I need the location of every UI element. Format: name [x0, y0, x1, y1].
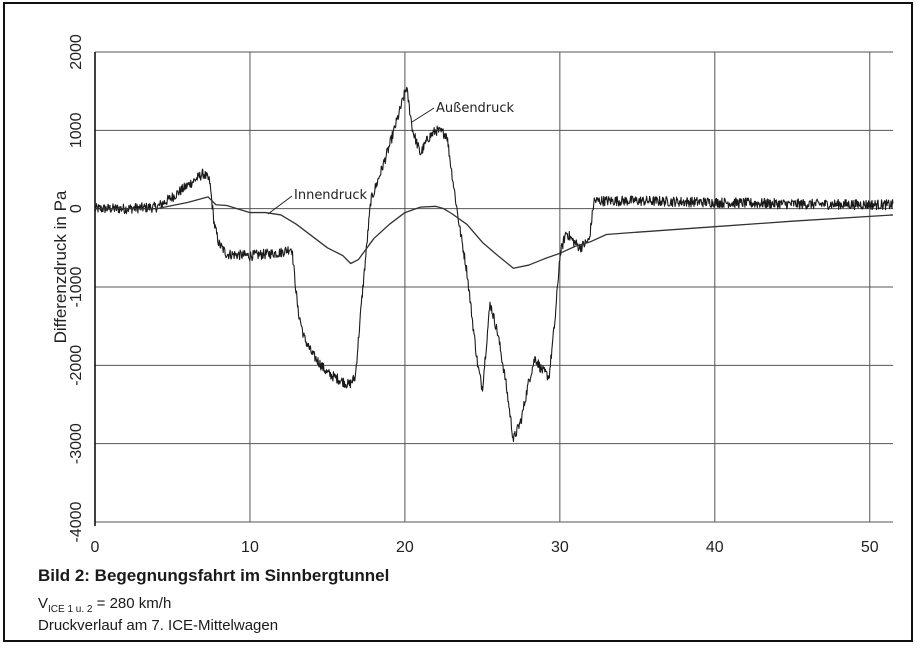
x-tick-label: 20 [396, 539, 414, 556]
y-tick-label: -3000 [68, 423, 85, 464]
y-tick-label: 2000 [68, 34, 85, 70]
x-tick-label: 0 [91, 539, 100, 556]
series-line-innendruck [95, 196, 894, 269]
annotation-leader-aussendruck [411, 107, 435, 123]
series-line-aussendruck [94, 86, 894, 443]
y-tick-label: 0 [68, 204, 85, 213]
y-tick-label: -1000 [68, 266, 85, 307]
figure-frame [3, 2, 913, 642]
y-tick-label: -2000 [68, 345, 85, 386]
x-tick-label: 50 [861, 539, 879, 556]
x-tick-label: 40 [706, 539, 724, 556]
figure-caption-description: Druckverlauf am 7. ICE-Mittelwagen [38, 617, 279, 634]
speed-subscript: ICE 1 u. 2 [48, 604, 93, 615]
speed-symbol: V [38, 595, 49, 612]
speed-value: = 280 km/h [96, 595, 172, 612]
y-tick-label: 1000 [68, 112, 85, 148]
annotation-leader-innendruck [267, 195, 293, 215]
y-tick-label: -4000 [68, 501, 85, 542]
annotation-aussendruck: Außendruck [436, 101, 515, 116]
figure-caption-title: Bild 2: Begegnungsfahrt im Sinnbergtunne… [38, 566, 390, 585]
annotation-innendruck: Innendruck [294, 188, 368, 203]
figure-caption-speed: VICE 1 u. 2 = 280 km/h [38, 595, 171, 615]
x-tick-label: 30 [551, 539, 569, 556]
y-axis-title: Differenzdruck in Pa [51, 190, 70, 343]
x-tick-label: 10 [241, 539, 259, 556]
